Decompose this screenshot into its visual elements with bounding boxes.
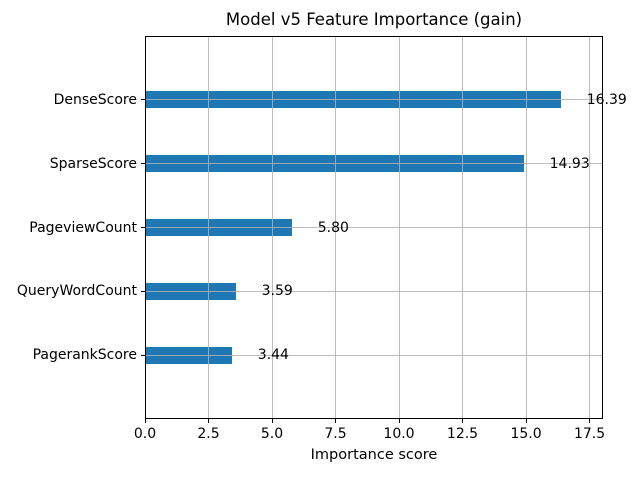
- x-tick-label: 0.0: [133, 426, 157, 442]
- y-tick-label-DenseScore: DenseScore: [53, 91, 137, 108]
- x-tick: [208, 419, 209, 423]
- x-tick: [398, 419, 400, 423]
- x-tick-label: 7.5: [324, 426, 347, 442]
- bar-value-label: 16.39: [586, 91, 627, 108]
- gridline-vertical: [208, 37, 209, 418]
- x-tick-label: 10.0: [383, 426, 415, 442]
- x-tick: [462, 419, 464, 423]
- x-tick: [271, 419, 273, 423]
- x-tick: [144, 419, 146, 423]
- gridline-horizontal: [146, 227, 602, 228]
- gridline-vertical: [525, 37, 527, 418]
- x-tick: [335, 419, 337, 423]
- gridline-vertical: [271, 37, 273, 418]
- gridline-horizontal: [146, 163, 602, 165]
- gridline-vertical: [398, 37, 400, 418]
- bar-value-label: 3.59: [261, 283, 293, 300]
- x-axis-label: Importance score: [310, 447, 438, 463]
- gridline-vertical: [335, 37, 337, 418]
- y-tick: [141, 227, 145, 228]
- chart-title: Model v5 Feature Importance (gain): [225, 10, 523, 29]
- bar-value-label: 3.44: [257, 347, 289, 364]
- y-tick-label-PagerankScore: PagerankScore: [32, 347, 137, 364]
- y-tick-label-QueryWordCount: QueryWordCount: [16, 283, 137, 300]
- gridline-horizontal: [146, 354, 602, 356]
- x-tick: [525, 419, 527, 423]
- y-tick: [141, 354, 145, 356]
- x-tick-label: 15.0: [510, 426, 542, 442]
- x-tick-label: 17.5: [573, 426, 606, 442]
- gridline-horizontal: [146, 290, 602, 292]
- x-tick-label: 2.5: [197, 426, 220, 442]
- gridline-vertical: [589, 37, 591, 418]
- y-tick-label-PageviewCount: PageviewCount: [29, 219, 137, 236]
- bar-value-label: 5.80: [317, 219, 349, 236]
- y-tick: [141, 99, 145, 101]
- y-tick: [141, 290, 145, 292]
- y-tick-label-SparseScore: SparseScore: [49, 155, 137, 172]
- gridline-vertical: [462, 37, 464, 418]
- x-tick: [589, 419, 591, 423]
- x-tick-label: 5.0: [260, 426, 284, 442]
- y-tick: [141, 163, 145, 165]
- x-tick-label: 12.5: [446, 426, 479, 442]
- bar-value-label: 14.93: [549, 155, 590, 172]
- gridline-horizontal: [146, 99, 602, 101]
